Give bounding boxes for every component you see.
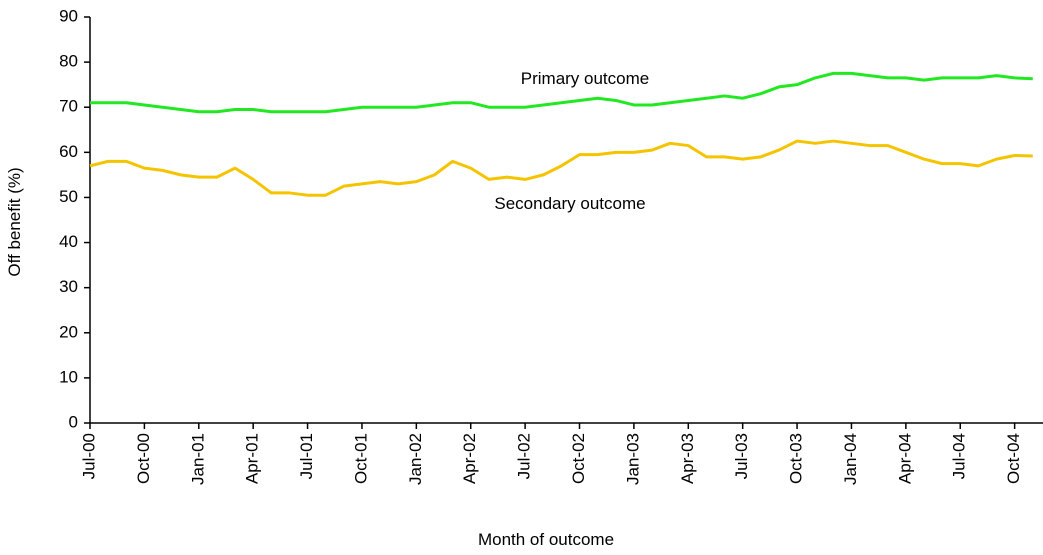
y-tick-label: 60: [59, 142, 78, 161]
y-tick-label: 40: [59, 232, 78, 251]
y-tick-label: 80: [59, 52, 78, 71]
x-tick-label: Oct-01: [351, 433, 370, 484]
x-tick-label: Jul-03: [732, 433, 751, 479]
x-tick-label: Apr-01: [243, 433, 262, 484]
y-tick-label: 50: [59, 187, 78, 206]
x-tick-label: Oct-02: [569, 433, 588, 484]
y-axis-label: Off benefit (%): [5, 167, 24, 276]
x-tick-label: Jul-04: [950, 433, 969, 479]
x-tick-label: Apr-03: [678, 433, 697, 484]
x-tick-label: Jan-03: [623, 433, 642, 485]
annotation: Secondary outcome: [494, 194, 645, 213]
y-tick-label: 70: [59, 97, 78, 116]
x-tick-label: Jul-02: [515, 433, 534, 479]
x-tick-label: Jan-01: [188, 433, 207, 485]
x-tick-label: Apr-02: [460, 433, 479, 484]
annotation: Primary outcome: [521, 69, 649, 88]
x-axis-label: Month of outcome: [478, 530, 614, 549]
data-line: [90, 71, 1033, 114]
x-tick-label: Jan-02: [406, 433, 425, 485]
y-tick-label: 20: [59, 322, 78, 341]
x-tick-label: Oct-00: [134, 433, 153, 484]
x-tick-label: Jul-00: [79, 433, 98, 479]
data-line: [89, 139, 1033, 197]
x-tick-label: Jul-01: [297, 433, 316, 479]
x-tick-label: Oct-04: [1004, 433, 1023, 484]
y-tick-label: 10: [59, 367, 78, 386]
x-tick-label: Oct-03: [787, 433, 806, 484]
x-tick-label: Jan-04: [841, 433, 860, 485]
y-tick-label: 0: [69, 412, 78, 431]
y-tick-label: 90: [59, 6, 78, 25]
y-tick-label: 30: [59, 277, 78, 296]
x-tick-label: Apr-04: [895, 433, 914, 484]
